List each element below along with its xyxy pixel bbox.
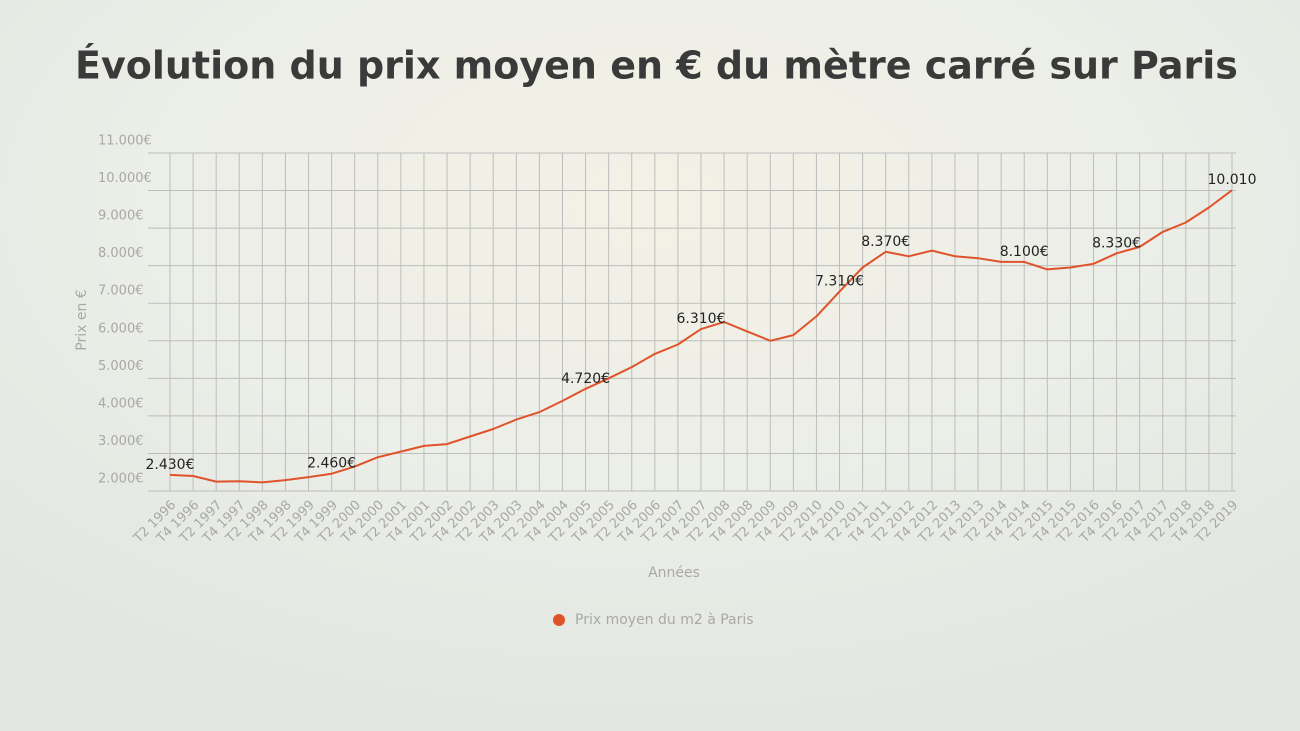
line	[169, 189, 1233, 484]
legend-marker	[553, 614, 565, 626]
y-tick-label: 2.000€	[98, 472, 144, 487]
x-axis-title: Années	[648, 565, 700, 581]
data-label: 2.460€	[307, 456, 356, 472]
y-tick-label: 7.000€	[98, 284, 144, 299]
chart-title: Évolution du prix moyen en € du mètre ca…	[75, 44, 1238, 88]
data-label: 8.100€	[1000, 244, 1049, 260]
y-tick-label: 3.000€	[98, 434, 144, 449]
y-tick-label: 11.000€	[98, 134, 152, 149]
data-label: 7.310€	[815, 274, 864, 290]
y-tick-label: 9.000€	[98, 209, 144, 224]
y-tick-label: 4.000€	[98, 396, 144, 411]
y-axis-title: Prix en €	[74, 289, 90, 350]
data-label: 8.370€	[861, 234, 910, 250]
legend-label: Prix moyen du m2 à Paris	[575, 612, 754, 628]
y-tick-label: 8.000€	[98, 246, 144, 261]
data-label: 8.330€	[1092, 235, 1141, 251]
data-label: 6.310€	[677, 311, 726, 327]
y-tick-label: 6.000€	[98, 321, 144, 336]
data-label: 4.720€	[561, 371, 610, 387]
data-label: 2.430€	[146, 457, 195, 473]
y-tick-label: 5.000€	[98, 359, 144, 374]
data-label: 10.010	[1208, 172, 1257, 188]
y-tick-label: 10.000€	[98, 171, 152, 186]
